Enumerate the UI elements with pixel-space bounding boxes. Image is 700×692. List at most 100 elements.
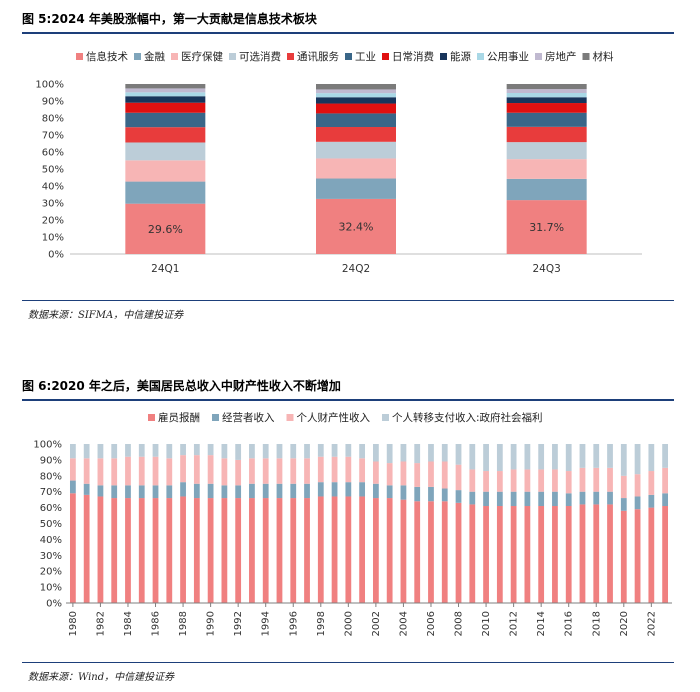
chart1-legend-swatch	[440, 53, 447, 60]
chart2-x-tick-label: 1982	[95, 611, 106, 636]
chart1-bar-segment	[506, 103, 587, 113]
chart1-y-tick-label: 70%	[42, 131, 64, 142]
chart2-bar-segment	[400, 444, 407, 462]
chart2-bar-segment	[249, 444, 255, 459]
chart2-bar-segment	[207, 483, 214, 499]
chart2-bar-segment	[193, 483, 200, 499]
chart1-legend-label: 信息技术	[86, 50, 128, 63]
chart2-bar-segment	[496, 506, 503, 603]
chart1-bar-segment	[125, 160, 206, 182]
chart2-x-tick-label: 1996	[288, 611, 299, 636]
chart2-bar-segment	[579, 467, 586, 492]
chart2-y-tick-label: 90%	[40, 455, 62, 466]
chart2-bar-segment	[428, 461, 434, 487]
chart2-y-tick-label: 70%	[40, 487, 62, 498]
chart2-x-tick-label: 1980	[68, 611, 79, 636]
chart2-bar-segment	[428, 444, 434, 462]
chart1-bar-segment	[316, 141, 396, 159]
chart2-bar-segment	[620, 510, 627, 603]
chart2-bar-segment	[290, 483, 297, 499]
chart2-x-tick-label: 2014	[536, 611, 547, 636]
chart2-bar-segment	[111, 498, 118, 603]
chart1-x-tick-label: 24Q3	[533, 263, 561, 275]
chart1-top-rule	[22, 32, 674, 34]
chart2-y-tick-label: 10%	[40, 583, 62, 594]
chart1-bar-segment	[506, 93, 587, 98]
chart1-legend-label: 材料	[593, 50, 614, 63]
chart2-bar-segment	[262, 498, 269, 603]
chart2-bar-segment	[235, 485, 242, 499]
chart1-legend-label: 医疗保健	[181, 50, 223, 63]
chart1-legend-swatch	[287, 53, 294, 60]
chart2-bar-segment	[524, 491, 531, 507]
chart2-bar-segment	[207, 498, 214, 603]
chart1-bar-segment	[506, 159, 587, 179]
chart2-bar-segment	[400, 485, 407, 500]
chart2-bar-segment	[634, 496, 641, 510]
chart2-bar-segment	[620, 498, 627, 511]
chart2-bar-segment	[359, 458, 366, 483]
chart2-bar-segment	[414, 463, 421, 487]
chart2-y-tick-label: 20%	[40, 567, 62, 578]
chart2-bar-segment	[662, 467, 669, 494]
chart2-bar-segment	[69, 480, 76, 494]
chart2-bar-segment	[634, 474, 641, 497]
chart2-x-tick-label: 2002	[371, 611, 382, 636]
chart1-bar-segment	[125, 142, 206, 161]
chart2-bar-segment	[607, 467, 613, 492]
chart2-bar-segment	[441, 501, 448, 603]
chart2-bar-segment	[304, 458, 310, 484]
chart1-y-tick-label: 20%	[42, 216, 64, 227]
chart2-bar-segment	[97, 485, 104, 497]
chart2-bar-segment	[496, 471, 503, 492]
chart2-bar-segment	[69, 444, 76, 459]
chart2-x-tick-label: 2022	[646, 611, 657, 636]
chart2-bar-segment	[552, 444, 558, 470]
chart2-bar-segment	[317, 456, 324, 483]
chart2-bar-segment	[428, 486, 434, 502]
chart2-bar-segment	[138, 485, 145, 499]
chart2-bar-segment	[455, 464, 462, 491]
chart2-bar-segment	[290, 444, 297, 459]
chart2-bar-segment	[166, 444, 173, 459]
chart2-bar-segment	[276, 458, 283, 484]
chart2-bar-segment	[593, 444, 600, 468]
chart1-bar-segment	[316, 97, 396, 104]
chart2-bar-segment	[607, 444, 613, 468]
chart2-bar-segment	[152, 444, 159, 457]
chart2-bar-segment	[372, 461, 379, 484]
chart2-legend-swatch	[212, 414, 219, 421]
chart2-bar-segment	[593, 467, 600, 492]
chart2-bar-segment	[538, 444, 545, 470]
chart2-y-tick-label: 40%	[40, 535, 62, 546]
chart1-legend-swatch	[535, 53, 542, 60]
chart2-source: 数据来源：Wind，中信建投证券	[28, 672, 175, 683]
chart2-bar-segment	[276, 483, 283, 499]
chart1-bar-segment	[506, 84, 587, 90]
chart2-bar-segment	[193, 444, 200, 456]
chart2-bar-segment	[414, 486, 421, 502]
chart2-bar-segment	[579, 491, 586, 505]
chart2-bar-segment	[249, 483, 255, 499]
chart1-bar-segment	[316, 113, 396, 128]
chart1-x-tick-label: 24Q2	[342, 263, 370, 275]
chart2-bar-segment	[221, 498, 228, 603]
chart2-bar-segment	[317, 482, 324, 497]
chart2-bar-segment	[441, 444, 448, 462]
chart2-bar-segment	[524, 469, 531, 492]
chart2-bar-segment	[662, 444, 669, 468]
chart1-bar-segment	[125, 203, 206, 254]
chart2-bar-segment	[538, 506, 545, 603]
chart2-bar-segment	[648, 444, 655, 472]
chart2-y-tick-label: 60%	[40, 503, 62, 514]
chart2-bar-segment	[125, 456, 131, 486]
chart2-legend-swatch	[148, 414, 155, 421]
chart2-bar-segment	[372, 444, 379, 462]
chart1-legend-swatch	[582, 53, 590, 60]
chart2-bar-segment	[510, 491, 517, 507]
chart2-bar-segment	[249, 498, 255, 603]
chart2-bar-segment	[565, 471, 572, 494]
chart1-bar-segment	[316, 127, 396, 142]
chart2-bar-segment	[607, 491, 613, 505]
chart2-bar-segment	[510, 506, 517, 603]
